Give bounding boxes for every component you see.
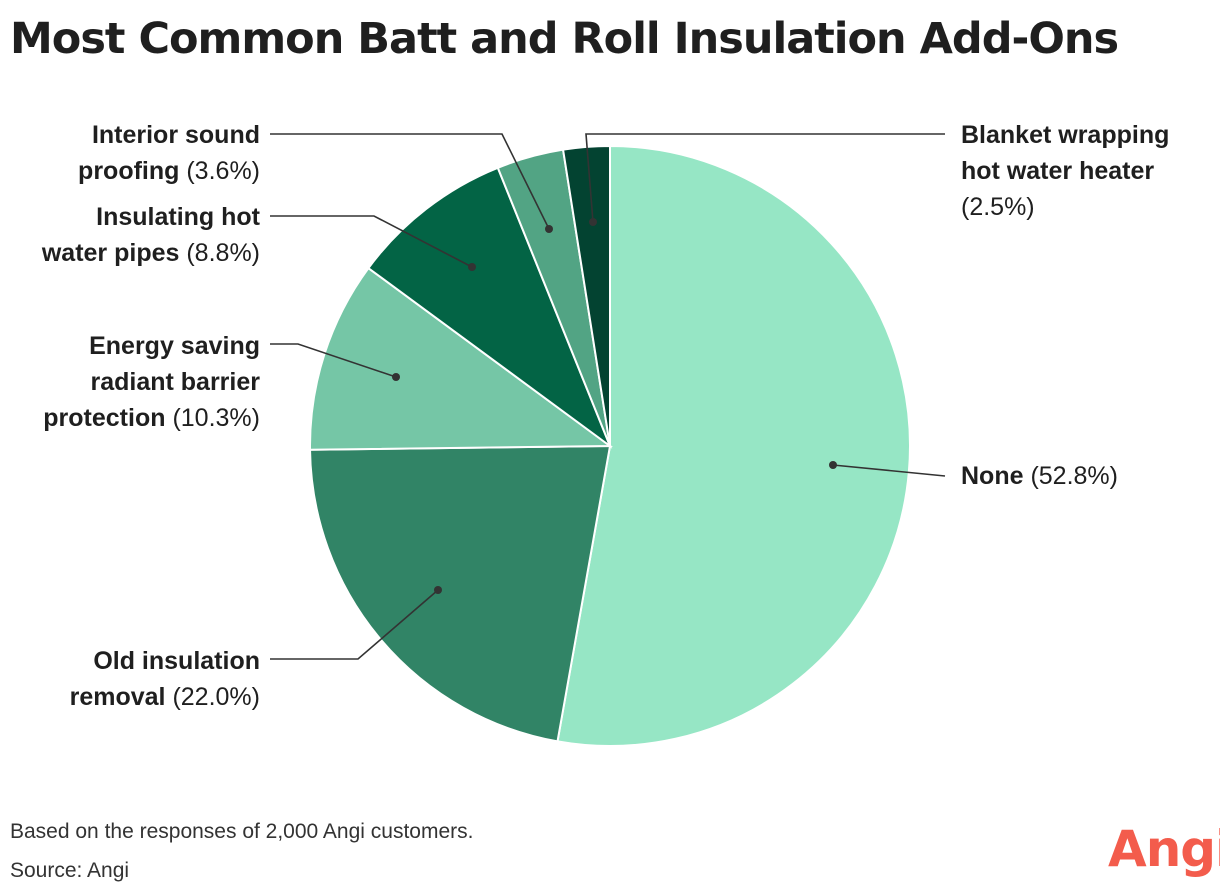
label-name: Interior sound xyxy=(91,121,260,149)
label-name: radiant barrier xyxy=(90,368,260,396)
label-name: Insulating hot xyxy=(96,203,260,231)
label-percent: (8.8%) xyxy=(186,239,260,267)
label-percent: (2.5%) xyxy=(961,193,1035,221)
leader-line-blanket xyxy=(585,133,945,223)
label-name: Energy saving xyxy=(89,332,260,360)
label-percent: (52.8%) xyxy=(1030,462,1118,490)
footnote-note: Based on the responses of 2,000 Angi cus… xyxy=(10,820,474,843)
leader-dot-blanket xyxy=(589,218,597,226)
label-old: Old insulation removal (22.0%) xyxy=(70,643,260,715)
leader-line-none xyxy=(832,464,946,477)
footnote-source: Source: Angi xyxy=(10,859,130,882)
leader-line-pipes xyxy=(270,215,473,268)
chart-title: Most Common Batt and Roll Insulation Add… xyxy=(10,14,1119,64)
label-percent: (3.6%) xyxy=(186,157,260,185)
label-name: water pipes xyxy=(41,239,180,267)
angi-logo: Angi xyxy=(1108,820,1220,878)
slice-old-insulation-removal xyxy=(309,444,612,743)
label-name: removal xyxy=(69,683,166,711)
leader-dot-old xyxy=(434,586,442,594)
leader-line-energy xyxy=(270,343,397,378)
label-name: Old insulation xyxy=(93,647,260,675)
label-name: protection xyxy=(43,404,166,432)
label-energy: Energy saving radiant barrier protection (… xyxy=(43,328,260,436)
label-sound: Interior sound proofing (3.6%) xyxy=(78,117,260,189)
label-name: Blanket wrapping xyxy=(961,121,1170,149)
label-name: hot water heater xyxy=(961,157,1155,185)
label-name: None xyxy=(961,462,1024,490)
leader-dot-energy xyxy=(392,373,400,381)
leader-line-old xyxy=(270,589,439,660)
label-blanket: Blanket wrapping hot water heater (2.5%) xyxy=(961,117,1169,225)
slice-insulating-pipes xyxy=(367,166,613,449)
slice-energy-saving xyxy=(309,266,613,451)
leader-dot-sound xyxy=(545,225,553,233)
label-none: None (52.8%) xyxy=(961,458,1118,494)
label-pipes: Insulating hot water pipes (8.8%) xyxy=(42,199,260,271)
label-percent: (10.3%) xyxy=(172,404,260,432)
label-name: proofing xyxy=(78,157,180,185)
leader-dot-none xyxy=(829,461,837,469)
leader-line-sound xyxy=(270,133,550,230)
leader-dot-pipes xyxy=(468,263,476,271)
label-percent: (22.0%) xyxy=(172,683,260,711)
